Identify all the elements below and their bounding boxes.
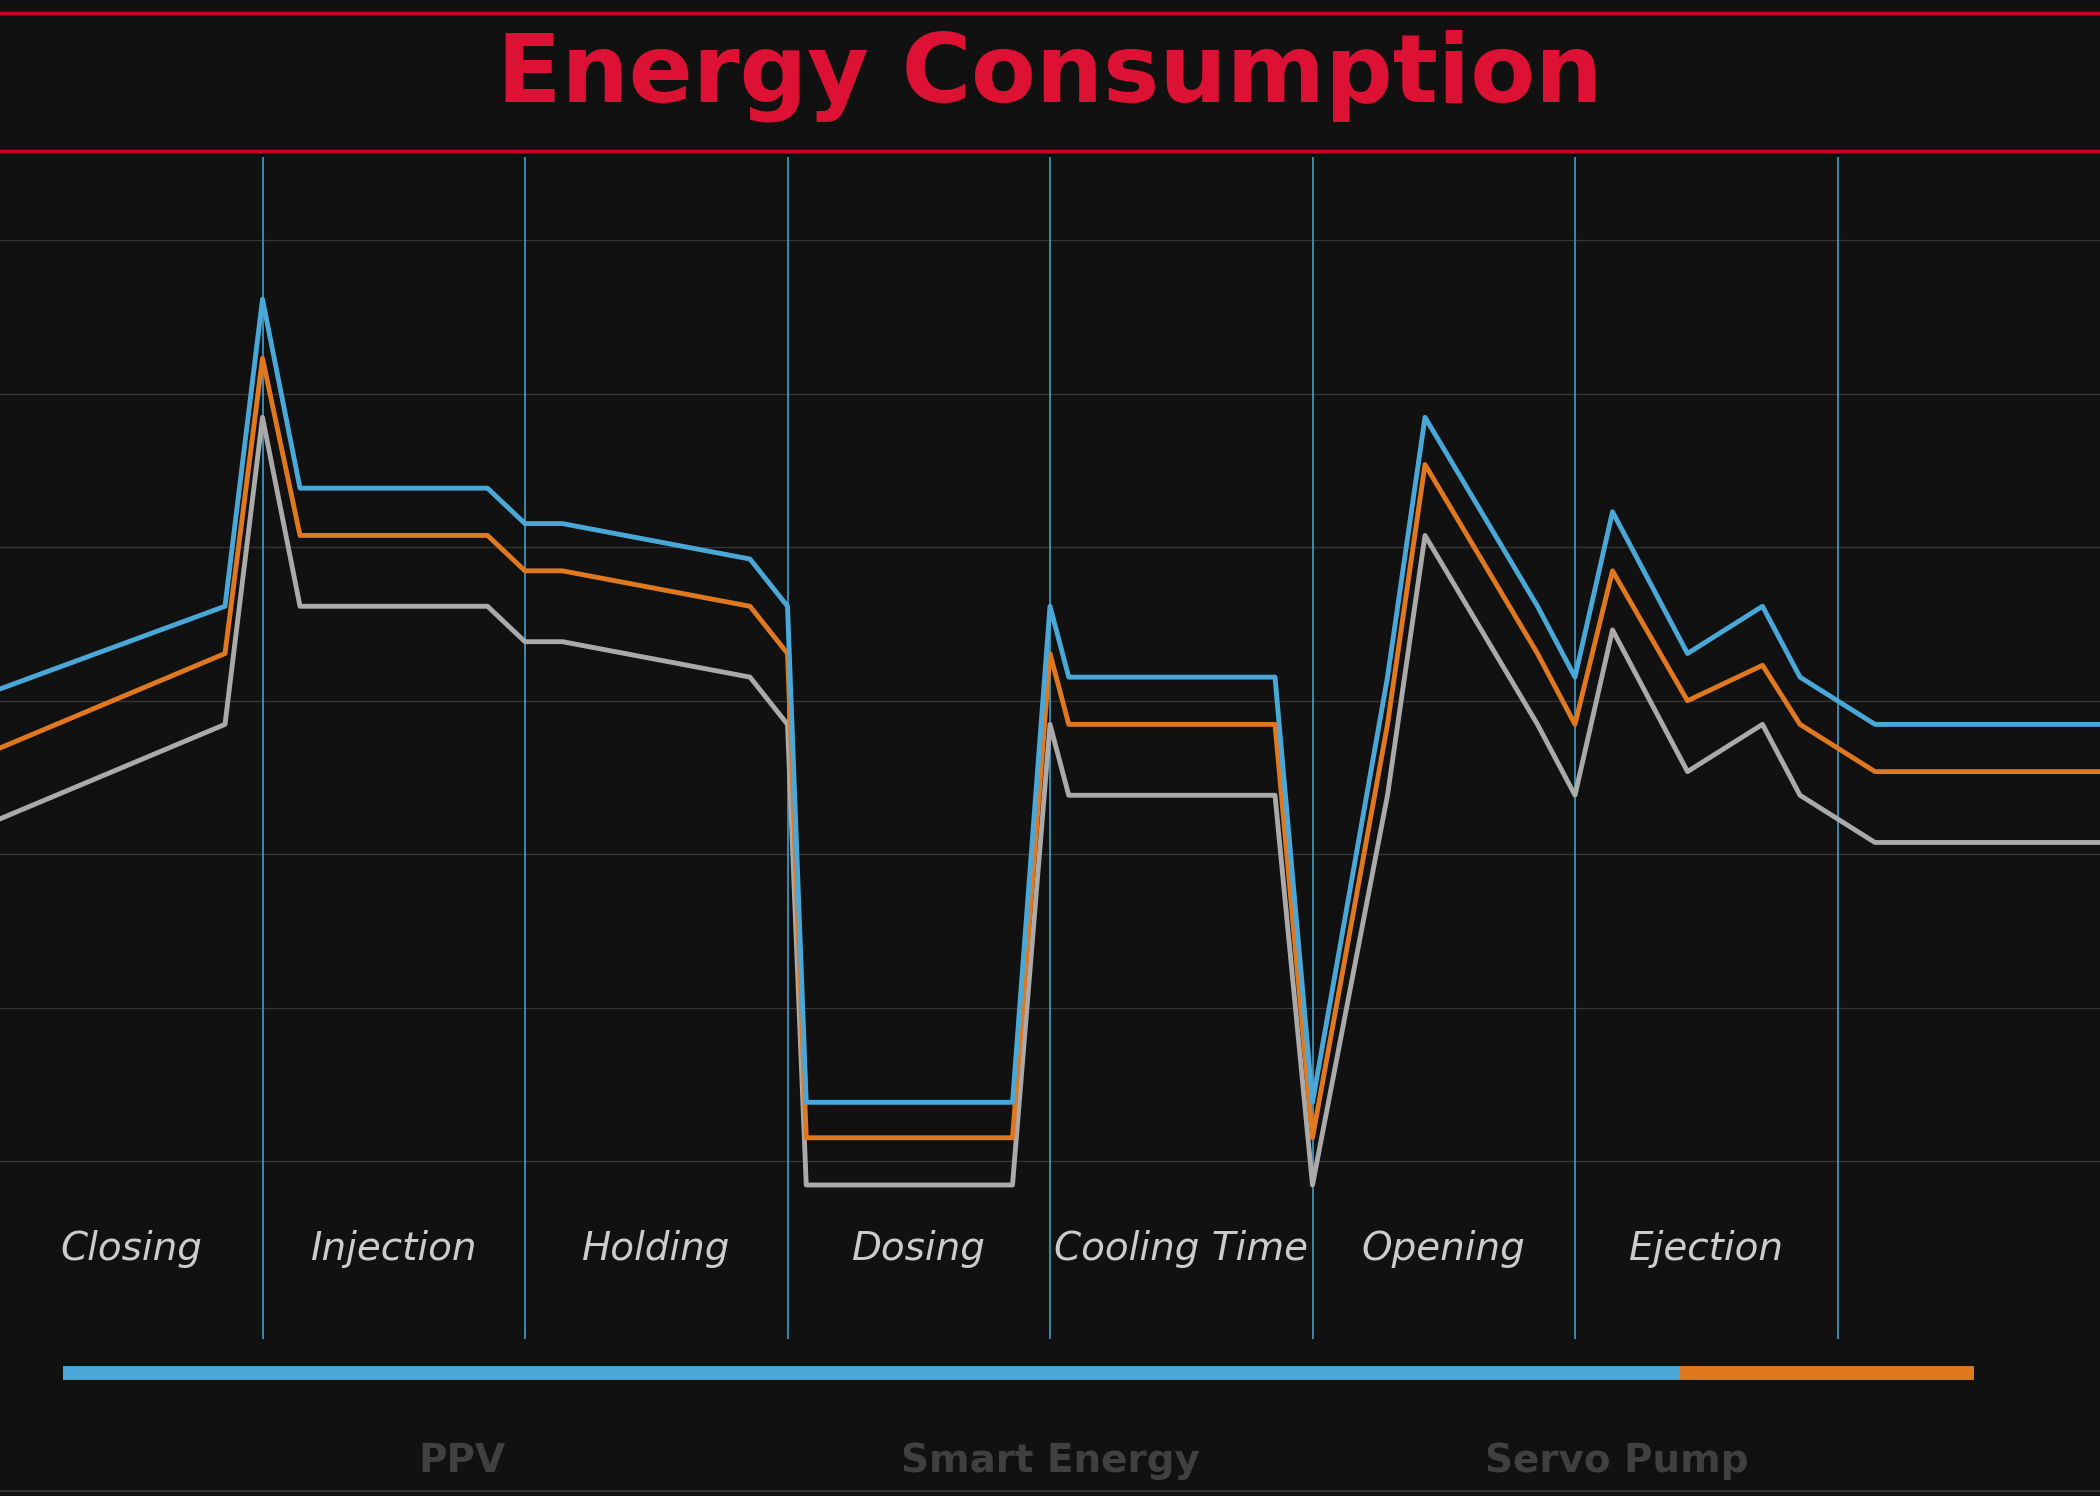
Text: Ejection: Ejection — [1630, 1230, 1783, 1267]
Text: Smart Energy: Smart Energy — [901, 1442, 1199, 1481]
Text: Dosing: Dosing — [853, 1230, 985, 1267]
Text: Energy Consumption: Energy Consumption — [498, 30, 1602, 121]
Text: Opening: Opening — [1363, 1230, 1525, 1267]
Text: PPV: PPV — [418, 1442, 506, 1481]
Text: Holding: Holding — [582, 1230, 731, 1267]
Text: Cooling Time: Cooling Time — [1054, 1230, 1308, 1267]
Text: Servo Pump: Servo Pump — [1485, 1442, 1749, 1481]
Text: Closing: Closing — [61, 1230, 202, 1267]
Text: Injection: Injection — [311, 1230, 477, 1267]
